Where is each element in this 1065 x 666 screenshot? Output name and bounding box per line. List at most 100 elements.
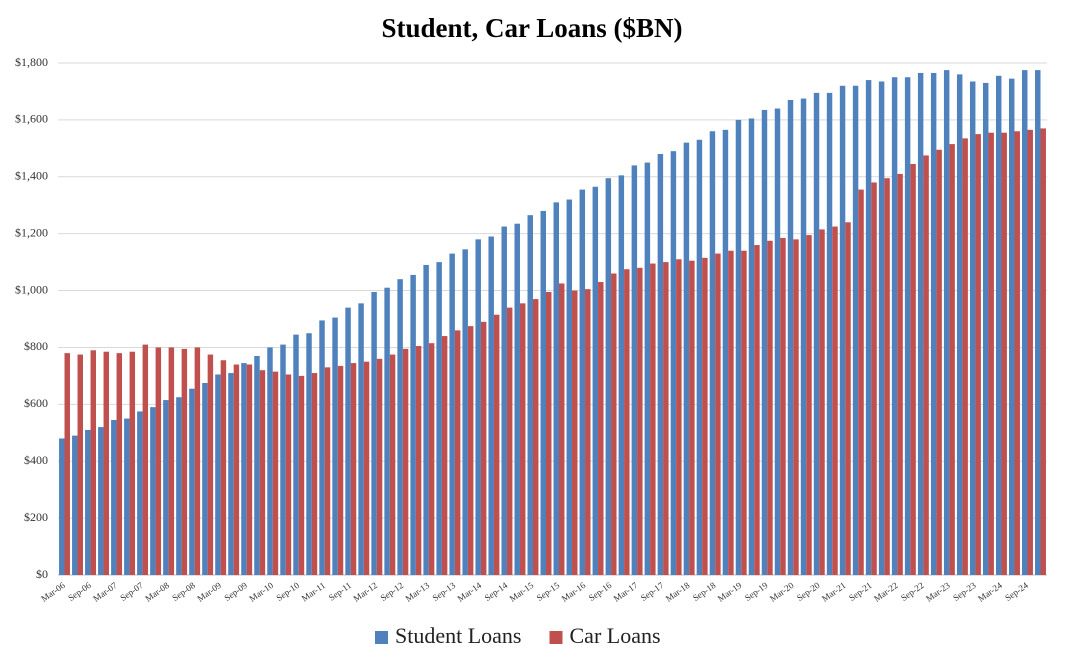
bar <box>64 353 70 575</box>
bar <box>493 314 500 575</box>
y-tick-label: $1,200 <box>15 225 48 239</box>
bar <box>852 85 859 575</box>
bar <box>345 307 351 575</box>
bar <box>819 229 825 575</box>
x-tick-label: Mar-08 <box>143 580 171 604</box>
bar <box>839 85 846 575</box>
bar <box>832 226 838 576</box>
bar <box>598 282 604 575</box>
x-tick-label: Sep-10 <box>274 580 301 603</box>
bar <box>311 373 318 575</box>
y-tick-label: $400 <box>24 453 48 467</box>
bar <box>923 155 929 575</box>
bar <box>696 139 703 576</box>
bar <box>519 303 526 575</box>
x-tick-label: Sep-19 <box>743 580 770 603</box>
bar <box>884 178 890 575</box>
bar <box>454 330 461 575</box>
bar <box>410 274 416 575</box>
bar <box>917 72 924 575</box>
x-tick-label: Sep-17 <box>639 580 666 603</box>
bar <box>689 260 695 575</box>
bar <box>358 303 364 575</box>
bar <box>624 269 630 575</box>
bar <box>194 347 201 575</box>
x-tick-label: Sep-11 <box>327 580 353 603</box>
bar <box>735 119 742 575</box>
bar <box>858 189 864 576</box>
x-tick-label: Sep-14 <box>483 580 510 603</box>
legend-label: Student Loans <box>395 623 522 648</box>
bar <box>559 283 565 575</box>
bar <box>585 289 591 575</box>
bar <box>168 347 175 575</box>
bar <box>176 397 182 575</box>
bar <box>702 257 708 575</box>
bar <box>780 237 786 575</box>
bar <box>930 72 937 575</box>
y-tick-label: $200 <box>24 510 48 524</box>
bar <box>741 250 747 575</box>
bar <box>728 250 734 575</box>
bar <box>103 351 110 575</box>
bar <box>384 287 390 575</box>
bar <box>389 354 396 575</box>
bar <box>111 419 117 575</box>
x-tick-label: Mar-09 <box>195 580 223 604</box>
bar <box>280 344 286 575</box>
bar <box>826 92 833 575</box>
legend-label: Car Loans <box>570 623 661 648</box>
x-tick-label: Mar-17 <box>612 580 640 604</box>
bar <box>943 70 950 575</box>
bar <box>962 138 968 575</box>
bar <box>98 427 104 575</box>
y-tick-label: $1,400 <box>15 169 48 183</box>
bar <box>527 215 533 575</box>
y-tick-label: $800 <box>24 339 48 353</box>
bar <box>1001 132 1007 575</box>
bar <box>363 361 370 575</box>
x-tick-label: Sep-12 <box>379 580 406 603</box>
x-tick-label: Mar-23 <box>924 580 952 604</box>
x-tick-label: Mar-10 <box>247 580 275 604</box>
bar <box>540 210 546 575</box>
bar <box>663 262 669 575</box>
bar <box>566 199 573 576</box>
bar <box>423 264 429 575</box>
bar <box>865 80 872 576</box>
bar <box>215 374 221 575</box>
bar <box>670 151 677 575</box>
bar <box>155 347 162 575</box>
bar <box>806 235 812 576</box>
bar <box>272 371 279 575</box>
x-tick-label: Sep-18 <box>691 580 718 603</box>
bar <box>306 333 312 575</box>
bar <box>415 346 422 575</box>
x-tick-label: Mar-16 <box>560 580 588 604</box>
bar <box>904 77 911 575</box>
bar <box>949 144 955 576</box>
bar <box>618 175 625 575</box>
bar <box>845 222 851 576</box>
bar <box>150 407 156 575</box>
bar <box>59 438 65 575</box>
bar <box>467 326 474 575</box>
bar <box>428 343 435 575</box>
bar <box>90 350 96 575</box>
bar <box>220 360 227 575</box>
bar <box>709 131 716 575</box>
bar <box>371 291 377 575</box>
bar <box>754 245 760 576</box>
bar <box>462 249 468 576</box>
bar <box>553 202 560 575</box>
bar <box>163 400 169 575</box>
bar <box>956 74 963 575</box>
bar <box>376 358 383 575</box>
bar <box>228 373 234 575</box>
bar <box>267 347 273 575</box>
x-tick-label: Mar-06 <box>39 580 67 604</box>
bar <box>337 365 344 575</box>
x-tick-label: Sep-16 <box>587 580 614 603</box>
bar <box>350 363 357 575</box>
